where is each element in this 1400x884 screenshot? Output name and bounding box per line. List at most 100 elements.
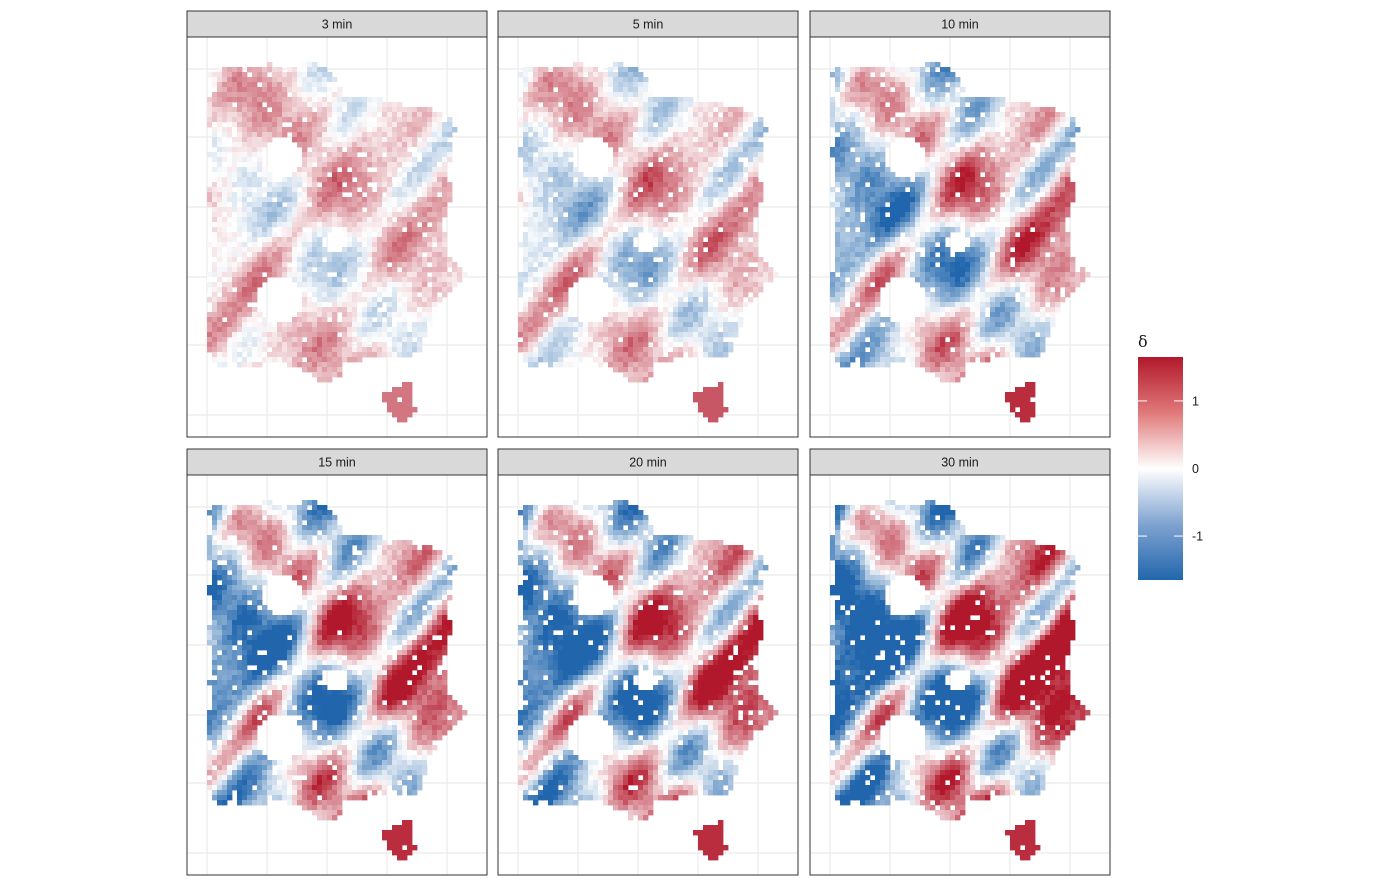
heatmap-cell — [623, 317, 629, 323]
heatmap-cell — [533, 312, 539, 318]
heatmap-cell — [598, 72, 604, 78]
heatmap-cell — [638, 137, 644, 143]
heatmap-cell — [442, 232, 448, 238]
heatmap-cell — [678, 97, 684, 103]
heatmap-cell — [207, 342, 213, 348]
heatmap-cell — [563, 277, 569, 283]
heatmap-cell — [608, 197, 614, 203]
heatmap-cell — [683, 302, 689, 308]
heatmap-cell — [402, 252, 408, 258]
heatmap-cell — [407, 197, 413, 203]
heatmap-cell — [648, 297, 654, 303]
heatmap-cell — [232, 167, 238, 173]
heatmap-cell — [568, 182, 574, 188]
heatmap-cell — [638, 82, 644, 88]
heatmap-cell — [432, 247, 438, 253]
heatmap-cell — [377, 197, 383, 203]
heatmap-cell — [322, 287, 328, 293]
heatmap-cell — [573, 322, 579, 328]
heatmap-cell — [242, 282, 248, 288]
heatmap-cell — [548, 327, 554, 333]
heatmap-cell — [628, 72, 634, 78]
heatmap-cell — [227, 112, 233, 118]
heatmap-cell — [598, 262, 604, 268]
heatmap-cell — [222, 157, 228, 163]
heatmap-cell — [317, 307, 323, 313]
heatmap-cell — [668, 237, 674, 243]
heatmap-cell — [422, 187, 428, 193]
heatmap-cell — [332, 372, 338, 378]
heatmap-cell — [613, 317, 619, 323]
heatmap-cell — [538, 127, 544, 133]
heatmap-cell — [367, 247, 373, 253]
heatmap-cell — [608, 127, 614, 133]
heatmap-cell — [387, 117, 393, 123]
heatmap-cell — [217, 92, 223, 98]
heatmap-cell — [568, 187, 574, 193]
heatmap-cell — [437, 267, 443, 273]
heatmap-cell — [332, 357, 338, 363]
heatmap-cell — [257, 67, 263, 73]
heatmap-cell — [347, 337, 353, 343]
heatmap-cell — [377, 347, 383, 353]
heatmap-cell — [262, 112, 268, 118]
heatmap-cell — [568, 247, 574, 253]
heatmap-cell — [227, 127, 233, 133]
heatmap-cell — [367, 97, 373, 103]
heatmap-cell — [417, 132, 423, 138]
heatmap-cell — [242, 152, 248, 158]
heatmap-cell — [377, 237, 383, 243]
heatmap-cell — [543, 122, 549, 128]
heatmap-cell — [568, 122, 574, 128]
heatmap-cell — [663, 342, 669, 348]
heatmap-cell — [548, 152, 554, 158]
heatmap-cell — [663, 267, 669, 273]
heatmap-cell — [865, 67, 871, 73]
heatmap-cell — [518, 197, 524, 203]
heatmap-cell — [332, 302, 338, 308]
heatmap-cell — [558, 237, 564, 243]
heatmap-cell — [633, 102, 639, 108]
heatmap-cell — [598, 242, 604, 248]
heatmap-cell — [432, 267, 438, 273]
heatmap-cell — [207, 272, 213, 278]
heatmap-cell — [327, 147, 333, 153]
heatmap-cell — [302, 127, 308, 133]
heatmap-cell — [935, 77, 941, 83]
heatmap-cell — [583, 127, 589, 133]
heatmap-cell — [548, 322, 554, 328]
heatmap-cell — [533, 137, 539, 143]
heatmap-cell — [653, 347, 659, 353]
heatmap-cell — [347, 267, 353, 273]
heatmap-cell — [678, 117, 684, 123]
heatmap-cell — [718, 117, 724, 123]
heatmap-cell — [362, 112, 368, 118]
heatmap-cell — [397, 177, 403, 183]
heatmap-cell — [412, 217, 418, 223]
heatmap-cell — [227, 322, 233, 328]
heatmap-cell — [267, 337, 273, 343]
heatmap-cell — [688, 282, 694, 288]
heatmap-cell — [543, 67, 549, 73]
heatmap-cell — [362, 232, 368, 238]
heatmap-cell — [673, 262, 679, 268]
heatmap-cell — [608, 362, 614, 368]
heatmap-cell — [583, 132, 589, 138]
heatmap-cell — [242, 232, 248, 238]
heatmap-cell — [322, 302, 328, 308]
heatmap-cell — [242, 312, 248, 318]
heatmap-cell — [613, 267, 619, 273]
heatmap-cell — [733, 162, 739, 168]
heatmap-cell — [237, 287, 243, 293]
heatmap-cell — [307, 137, 313, 143]
heatmap-cell — [558, 72, 564, 78]
heatmap-cell — [247, 92, 253, 98]
heatmap-cell — [723, 212, 729, 218]
heatmap-cell — [217, 222, 223, 228]
heatmap-cell — [307, 67, 313, 73]
heatmap-cell — [427, 142, 433, 148]
heatmap-cell — [613, 172, 619, 178]
heatmap-cell — [663, 272, 669, 278]
heatmap-cell — [332, 82, 338, 88]
heatmap-cell — [362, 102, 368, 108]
